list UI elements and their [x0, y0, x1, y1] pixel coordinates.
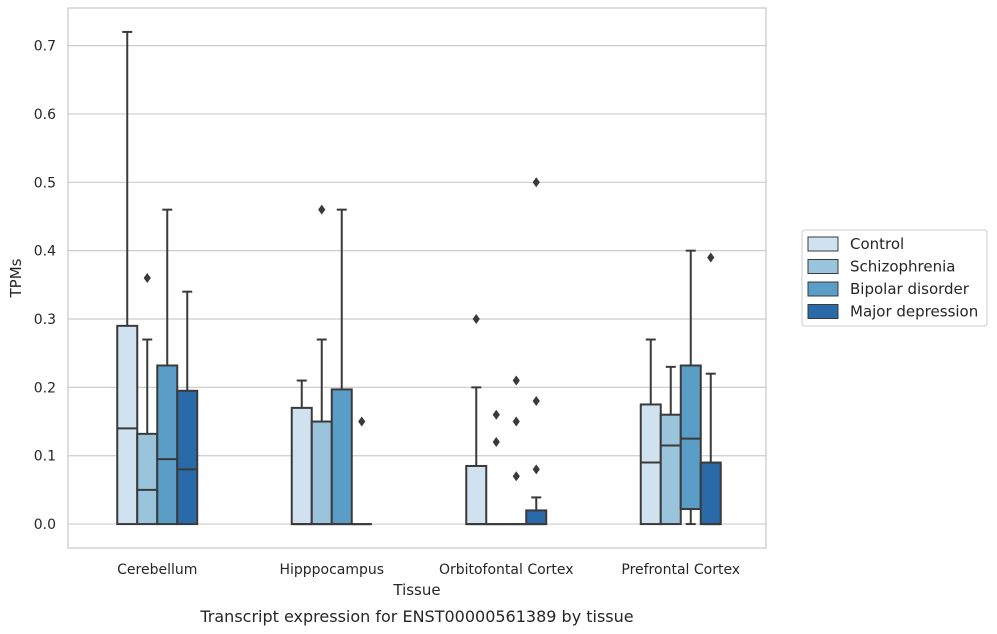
box-body	[639, 403, 662, 526]
box	[465, 314, 488, 526]
outlier-point	[512, 416, 520, 427]
outlier-point	[472, 314, 480, 325]
box	[116, 30, 139, 526]
y-tick-label: 0.5	[34, 175, 56, 191]
legend-label: Control	[850, 235, 904, 253]
box-body	[330, 388, 353, 526]
box-body	[699, 461, 722, 526]
legend-swatch	[807, 304, 839, 319]
box	[136, 273, 159, 526]
outlier-point	[492, 437, 500, 448]
legend-swatch	[807, 281, 839, 297]
outlier-point	[532, 177, 540, 188]
box-body	[310, 420, 333, 526]
outlier-point	[512, 375, 520, 386]
y-tick-label: 0.0	[34, 517, 56, 533]
legend: Control Schizophrenia Bipolar disorder Majo…	[801, 229, 988, 327]
plot-area	[67, 7, 767, 549]
outlier-point	[318, 204, 326, 215]
box	[699, 252, 722, 526]
box	[156, 208, 179, 526]
box-body	[525, 509, 548, 526]
outlier-point	[532, 396, 540, 407]
box	[659, 365, 682, 526]
box	[290, 379, 313, 526]
y-tick-label: 0.4	[34, 244, 56, 260]
outlier-point	[707, 252, 715, 263]
legend-label: Major depression	[850, 303, 978, 321]
box	[525, 177, 548, 526]
box	[506, 375, 527, 526]
outlier-point	[532, 464, 540, 475]
y-tick-label: 0.3	[34, 312, 56, 328]
box	[486, 409, 507, 526]
box-body	[116, 324, 139, 526]
box	[351, 416, 372, 526]
y-axis-ticks: 0.0 0.1 0.2 0.3 0.4 0.5 0.6 0.7	[34, 39, 56, 533]
y-axis-label: TPMs	[7, 258, 25, 298]
legend-label: Schizophrenia	[850, 258, 955, 276]
legend-label: Bipolar disorder	[850, 280, 970, 298]
x-tick-label: Orbitofontal Cortex	[439, 562, 574, 578]
legend-frame	[801, 229, 988, 327]
box-body	[136, 432, 159, 526]
box-body	[290, 406, 313, 526]
box-body	[659, 413, 682, 526]
y-tick-label: 0.6	[34, 107, 56, 123]
x-tick-label: Cerebellum	[117, 562, 197, 578]
box	[310, 204, 333, 526]
box	[330, 208, 353, 526]
x-tick-label: Prefrontal Cortex	[621, 562, 740, 578]
y-tick-label: 0.7	[34, 39, 56, 55]
y-tick-label: 0.2	[34, 380, 56, 396]
chart-caption: Transcript expression for ENST0000056138…	[199, 607, 633, 626]
legend-swatch	[807, 259, 839, 274]
x-axis-label: Tissue	[392, 581, 440, 599]
box	[639, 338, 662, 526]
box-body	[176, 389, 199, 526]
box	[679, 249, 702, 526]
outlier-point	[358, 416, 366, 427]
box-body	[465, 464, 488, 526]
box-body	[679, 364, 702, 511]
x-axis-ticks: Cerebellum Hipppocampus Orbitofontal Corte…	[117, 562, 740, 578]
legend-swatch	[807, 236, 839, 252]
outlier-point	[512, 471, 520, 482]
outlier-point	[143, 273, 151, 283]
x-tick-label: Hipppocampus	[279, 562, 384, 578]
outlier-point	[492, 409, 500, 420]
box	[176, 290, 199, 526]
boxes	[116, 30, 722, 526]
y-tick-label: 0.1	[34, 449, 56, 465]
box-body	[156, 364, 179, 526]
